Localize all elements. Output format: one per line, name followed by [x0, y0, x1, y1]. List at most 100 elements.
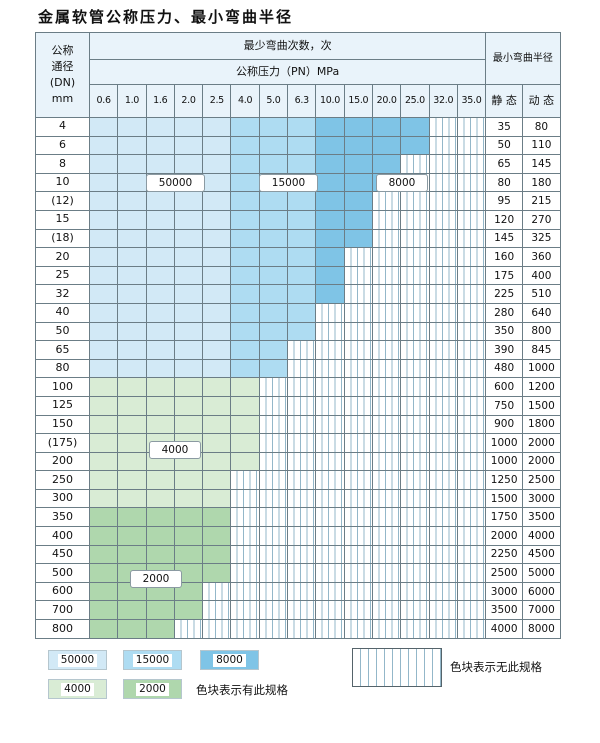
pressure-value: 2.5 — [203, 85, 231, 117]
spec-cell — [344, 285, 372, 303]
spec-cell — [203, 415, 231, 434]
spec-cell — [316, 489, 344, 508]
legend-item-label: 8000 — [213, 653, 246, 667]
spec-cell — [288, 341, 316, 359]
spec-cell — [174, 322, 203, 341]
dn-value: 20 — [36, 248, 89, 266]
cycle-count-label: 15000 — [259, 174, 318, 192]
spec-cell — [401, 545, 429, 564]
spec-cell — [174, 601, 203, 620]
spec-cell — [429, 285, 457, 303]
spec-cell — [146, 527, 174, 545]
spec-cell — [372, 545, 401, 564]
dn-value: 600 — [36, 582, 89, 601]
static-value: 280 — [486, 303, 523, 322]
spec-cell — [174, 266, 203, 285]
dynamic-value: 1800 — [523, 415, 560, 434]
spec-cell — [429, 564, 457, 582]
dn-value: (12) — [36, 192, 89, 210]
spec-cell — [118, 471, 146, 489]
spec-cell — [90, 173, 118, 192]
spec-cell — [344, 527, 372, 545]
spec-cell — [90, 434, 118, 452]
spec-cell — [174, 341, 203, 359]
dn-value: 65 — [36, 341, 89, 359]
spec-cell — [429, 434, 457, 452]
spec-cell — [118, 452, 146, 471]
spec-cell — [401, 471, 429, 489]
cycle-count-label: 50000 — [146, 174, 205, 192]
spec-cell — [344, 248, 372, 266]
spec-cell — [118, 118, 146, 136]
spec-cell — [231, 415, 259, 434]
legend-item-label: 4000 — [61, 682, 94, 696]
dn-value: 450 — [36, 545, 89, 564]
static-value: 900 — [486, 415, 523, 434]
spec-cell — [344, 545, 372, 564]
spec-cell — [146, 192, 174, 210]
spec-cell — [429, 155, 457, 173]
cycle-count-label: 8000 — [376, 174, 428, 192]
spec-cell — [203, 303, 231, 322]
spec-cell — [146, 155, 174, 173]
spec-cell — [118, 341, 146, 359]
static-value: 35 — [486, 118, 523, 136]
spec-cell — [203, 620, 231, 638]
spec-cell — [118, 378, 146, 396]
spec-cell — [344, 229, 372, 248]
static-value: 175 — [486, 266, 523, 285]
spec-cell — [457, 582, 486, 601]
spec-cell — [457, 434, 486, 452]
dynamic-value: 3500 — [523, 508, 560, 527]
spec-cell — [316, 322, 344, 341]
spec-cell — [231, 620, 259, 638]
spec-cell — [231, 248, 259, 266]
spec-cell — [90, 192, 118, 210]
dn-value: 125 — [36, 396, 89, 415]
spec-cell — [259, 192, 288, 210]
spec-cell — [288, 248, 316, 266]
pressure-value: 5.0 — [259, 85, 288, 117]
spec-cell — [457, 564, 486, 582]
spec-cell — [259, 136, 288, 155]
spec-cell — [316, 266, 344, 285]
spec-cell — [429, 415, 457, 434]
spec-cell — [344, 620, 372, 638]
spec-cell — [401, 396, 429, 415]
spec-cell — [457, 248, 486, 266]
spec-cell — [118, 489, 146, 508]
spec-cell — [259, 452, 288, 471]
spec-cell — [401, 118, 429, 136]
spec-cell — [118, 136, 146, 155]
spec-cell — [259, 508, 288, 527]
spec-cell — [174, 248, 203, 266]
spec-cell — [118, 155, 146, 173]
spec-cell — [429, 452, 457, 471]
spec-cell — [203, 155, 231, 173]
spec-cell — [146, 229, 174, 248]
spec-cell — [344, 192, 372, 210]
spec-cell — [316, 118, 344, 136]
dynamic-value: 4500 — [523, 545, 560, 564]
spec-cell — [429, 322, 457, 341]
spec-cell — [146, 601, 174, 620]
spec-cell — [457, 341, 486, 359]
spec-cell — [118, 303, 146, 322]
spec-cell — [372, 582, 401, 601]
spec-cell — [259, 471, 288, 489]
spec-cell — [174, 229, 203, 248]
spec-cell — [344, 322, 372, 341]
pressure-value: 4.0 — [231, 85, 259, 117]
dn-value: 150 — [36, 415, 89, 434]
spec-cell — [457, 620, 486, 638]
spec-cell — [146, 341, 174, 359]
spec-cell — [401, 303, 429, 322]
spec-cell — [259, 620, 288, 638]
spec-cell — [90, 118, 118, 136]
spec-cell — [259, 359, 288, 378]
spec-cell — [316, 471, 344, 489]
spec-cell — [231, 173, 259, 192]
spec-cell — [457, 359, 486, 378]
spec-cell — [203, 489, 231, 508]
spec-cell — [401, 359, 429, 378]
